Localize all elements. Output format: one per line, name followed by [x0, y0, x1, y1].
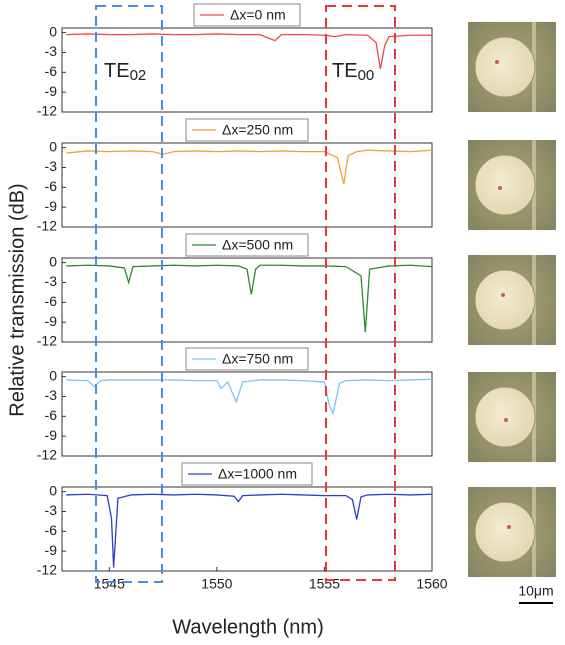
y-tick-label: -6 [45, 178, 58, 194]
spectrum-line [66, 33, 432, 70]
y-tick-label: -3 [45, 273, 58, 289]
microdisk [474, 36, 536, 98]
legend-label: Δx=0 nm [230, 7, 286, 23]
defect [507, 525, 511, 529]
legend-label: Δx=1000 nm [218, 466, 297, 482]
spectrum-line [66, 378, 433, 416]
x-tick-label: 1550 [201, 576, 232, 592]
legend: Δx=0 nm [193, 3, 301, 27]
mode-name: TE [104, 60, 130, 82]
y-tick-label: 0 [49, 367, 57, 383]
plot-frame [61, 371, 433, 457]
spectrum-line [66, 493, 433, 568]
legend: Δx=500 nm [185, 233, 309, 257]
plot-frame [61, 27, 433, 113]
mode-box [325, 5, 396, 581]
mode-index: 02 [130, 67, 147, 84]
y-tick-label: 0 [49, 482, 57, 498]
y-tick-label: 0 [49, 138, 57, 154]
y-tick-label: -3 [45, 43, 58, 59]
plot-frame [61, 257, 433, 343]
y-tick-label: -6 [45, 293, 58, 309]
microdisk [474, 154, 536, 216]
legend: Δx=750 nm [185, 347, 309, 371]
defect [498, 186, 502, 190]
plot-frame [61, 142, 433, 228]
legend-box [181, 462, 313, 486]
x-tick-label: 1555 [309, 576, 340, 592]
y-tick-label: -6 [45, 63, 58, 79]
mode-name: TE [332, 60, 358, 82]
y-tick-label: -3 [45, 502, 58, 518]
mode-index: 00 [358, 67, 375, 84]
legend-label: Δx=750 nm [222, 351, 293, 367]
legend-label: Δx=250 nm [222, 122, 293, 138]
spectrum-line [66, 264, 433, 333]
legend-label: Δx=500 nm [222, 237, 293, 253]
y-tick-label: -9 [45, 542, 58, 558]
x-axis-title: Wavelength (nm) [172, 616, 324, 638]
y-axis-title: Relative transmission (dB) [6, 183, 28, 416]
defect [501, 293, 505, 297]
legend: Δx=250 nm [185, 118, 309, 142]
y-tick-label: 0 [49, 23, 57, 39]
mode-box [95, 5, 163, 583]
legend-box [185, 118, 309, 142]
mode-label: TE00 [332, 60, 374, 84]
y-tick-label: -9 [45, 83, 58, 99]
microdisk [474, 501, 536, 563]
microscope-images [468, 22, 556, 577]
y-tick-label: -3 [45, 387, 58, 403]
spectrum-line [66, 149, 433, 185]
x-tick-label: 1560 [416, 576, 447, 592]
mode-label: TE02 [104, 60, 146, 84]
y-tick-label: -6 [45, 407, 58, 423]
y-tick-label: 0 [49, 253, 57, 269]
y-tick-label: -12 [37, 333, 57, 349]
legend-box [185, 347, 309, 371]
plot-frame [61, 486, 433, 572]
y-tick-label: -12 [37, 447, 57, 463]
legend-box [185, 233, 309, 257]
scale-bar-label: 10μm [518, 583, 553, 599]
microdisk [474, 269, 536, 331]
defect [495, 60, 499, 64]
y-tick-label: -9 [45, 198, 58, 214]
y-tick-label: -6 [45, 522, 58, 538]
y-tick-label: -12 [37, 218, 57, 234]
y-tick-label: -12 [37, 562, 57, 578]
microdisk [474, 386, 536, 448]
y-tick-label: -9 [45, 313, 58, 329]
y-tick-label: -9 [45, 427, 58, 443]
y-tick-label: -12 [37, 103, 57, 119]
y-tick-label: -3 [45, 158, 58, 174]
legend-box [193, 3, 301, 27]
x-tick-label: 1545 [94, 576, 125, 592]
defect [504, 418, 508, 422]
legend: Δx=1000 nm [181, 462, 313, 486]
